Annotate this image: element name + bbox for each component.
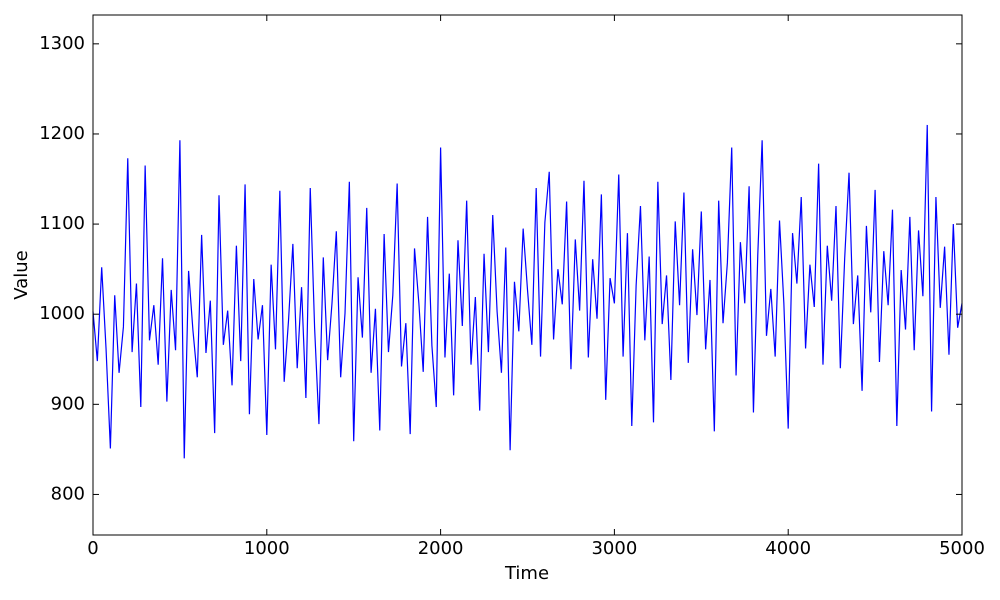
y-tick-label: 1300 xyxy=(39,33,85,54)
x-tick-label: 0 xyxy=(87,538,98,559)
y-tick-label: 1000 xyxy=(39,303,85,324)
data-line xyxy=(92,124,963,459)
y-tick-label: 1200 xyxy=(39,123,85,144)
x-tick-label: 4000 xyxy=(765,538,811,559)
y-tick-label: 1100 xyxy=(39,213,85,234)
x-axis-label: Time xyxy=(504,563,549,584)
x-tick-label: 5000 xyxy=(939,538,985,559)
plot-frame xyxy=(92,14,963,536)
y-tick-label: 900 xyxy=(51,393,85,414)
y-axis-label: Value xyxy=(11,250,32,299)
x-tick-label: 2000 xyxy=(418,538,464,559)
x-tick-label: 1000 xyxy=(244,538,290,559)
x-tick-label: 3000 xyxy=(591,538,637,559)
y-tick-label: 800 xyxy=(51,483,85,504)
